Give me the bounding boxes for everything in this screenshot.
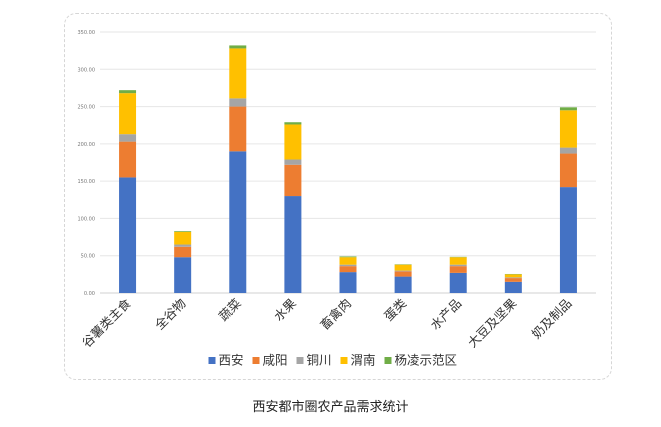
bar-segment <box>559 153 577 188</box>
y-tick-label: 200.00 <box>78 142 96 148</box>
bar-segment <box>284 196 302 293</box>
bar-segment <box>449 257 467 265</box>
y-tick-label: 100.00 <box>78 216 96 222</box>
bar-segment <box>229 48 247 99</box>
legend-label: 咸阳 <box>263 353 288 368</box>
legend-label: 杨凌示范区 <box>395 353 458 368</box>
bar-segment <box>284 164 302 197</box>
bar-segment <box>504 274 522 278</box>
bar-segment <box>504 281 522 293</box>
bar-segment <box>229 98 247 107</box>
y-tick-label: 0.00 <box>84 291 95 297</box>
bar-segment <box>119 134 137 142</box>
x-tick-label: 畜禽肉 <box>317 296 354 333</box>
y-tick-label: 50.00 <box>81 254 95 260</box>
bar-segment <box>339 266 357 273</box>
bar-segment <box>174 244 192 247</box>
x-tick-label: 奶及制品 <box>529 296 575 342</box>
bar-segment <box>229 151 247 293</box>
x-tick-label: 谷薯类主食 <box>79 295 134 350</box>
x-tick-label: 蛋类 <box>381 295 410 324</box>
bar-segment <box>229 106 247 152</box>
x-tick-label: 大豆及坚果 <box>465 295 520 350</box>
bar-segment <box>174 231 192 245</box>
bar-segment <box>559 147 577 154</box>
bar-segment <box>339 256 357 258</box>
bar-segment <box>119 93 137 135</box>
legend-swatch <box>384 357 392 364</box>
bar-segment <box>559 107 577 111</box>
y-tick-label: 150.00 <box>78 179 96 185</box>
y-tick-label: 300.00 <box>78 67 96 73</box>
legend-label: 西安 <box>219 353 244 368</box>
legend-label: 渭南 <box>351 353 376 368</box>
bar-segment <box>394 270 412 272</box>
legend-swatch <box>252 357 260 364</box>
bar-segment <box>559 110 577 148</box>
bar-segment <box>559 187 577 293</box>
x-tick-label: 蔬菜 <box>216 295 245 324</box>
legend-label: 铜川 <box>307 353 332 368</box>
bar-segment <box>174 257 192 293</box>
bar-segment <box>339 257 357 265</box>
bar-segment <box>119 141 137 178</box>
bar-segment <box>174 231 192 232</box>
chart-card <box>64 13 612 380</box>
bar-segment <box>394 276 412 293</box>
bar-segment <box>284 159 302 165</box>
bar-segment <box>339 272 357 293</box>
bar-segment <box>284 122 302 125</box>
legend-swatch <box>340 357 348 364</box>
x-tick-label: 水产品 <box>427 296 464 333</box>
x-tick-label: 水果 <box>271 295 300 324</box>
bar-segment <box>504 277 522 279</box>
bar-segment <box>284 124 302 160</box>
bar-segment <box>119 177 137 293</box>
bar-segment <box>449 272 467 293</box>
legend-swatch <box>208 357 216 364</box>
bar-segment <box>449 266 467 273</box>
bar-segment <box>229 45 247 49</box>
bar-segment <box>174 246 192 258</box>
bar-segment <box>119 90 137 94</box>
bar-segment <box>394 271 412 277</box>
y-tick-label: 250.00 <box>78 105 96 111</box>
chart-caption: 西安都市圈农产品需求统计 <box>252 400 409 415</box>
bar-segment <box>449 264 467 267</box>
x-tick-label: 全谷物 <box>152 296 189 333</box>
bar-segment <box>504 278 522 282</box>
y-tick-label: 350.00 <box>78 30 96 36</box>
bar-segment <box>339 264 357 267</box>
bar-segment <box>394 264 412 271</box>
legend-swatch <box>296 357 304 364</box>
